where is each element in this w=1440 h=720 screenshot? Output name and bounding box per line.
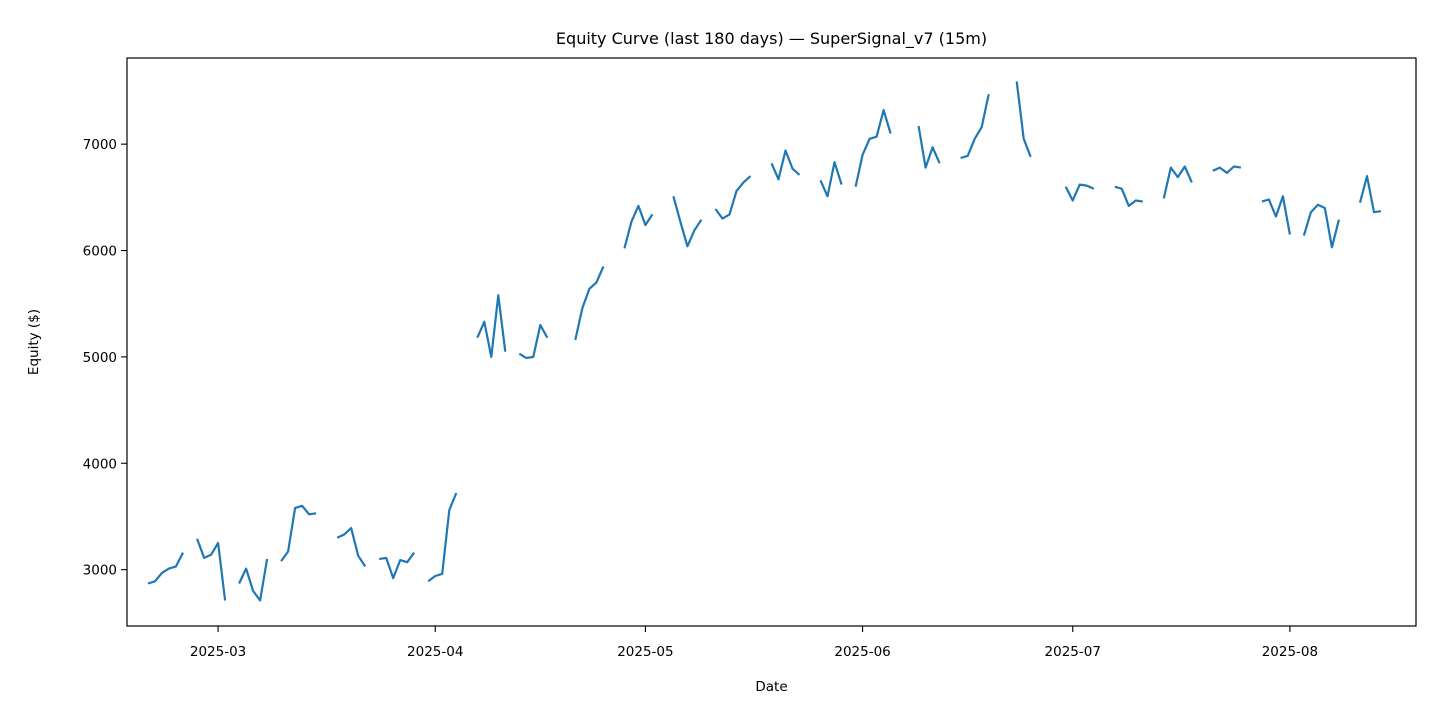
equity-line-segment-22 — [1212, 165, 1242, 174]
equity-line-segment-0 — [147, 552, 184, 585]
equity-line-segment-18 — [1015, 81, 1032, 158]
equity-line-segment-3 — [280, 504, 317, 562]
equity-line-segment-12 — [714, 175, 752, 220]
y-tick-label: 3000 — [83, 563, 117, 579]
equity-line-segment-1 — [196, 538, 227, 601]
y-tick-label: 6000 — [83, 244, 117, 260]
x-tick-label: 2025-08 — [1262, 644, 1318, 660]
x-tick-label: 2025-04 — [407, 644, 463, 660]
equity-line-segment-10 — [623, 204, 654, 249]
plot-frame — [126, 57, 1417, 627]
x-tick-label: 2025-03 — [190, 644, 246, 660]
y-tick-label: 4000 — [83, 456, 117, 472]
x-tick-label: 2025-07 — [1045, 644, 1101, 660]
x-axis: 2025-03 2025-04 2025-05 2025-06 2025-07 2025-… — [190, 626, 1318, 660]
equity-line-segment-7 — [476, 294, 507, 358]
equity-line-segment-5 — [379, 551, 416, 580]
equity-line-segment-8 — [518, 323, 549, 360]
x-tick-label: 2025-06 — [834, 644, 890, 660]
x-axis-label: Date — [755, 679, 787, 695]
equity-line-segment-2 — [238, 558, 269, 602]
equity-line-segment-20 — [1114, 185, 1143, 207]
equity-line-segment-9 — [574, 266, 605, 341]
equity-line-segment-19 — [1064, 183, 1095, 202]
equity-line-segment-6 — [427, 492, 458, 583]
equity-line-segment-13 — [770, 149, 801, 181]
equity-line-segment-25 — [1358, 175, 1382, 214]
y-axis-label: Equity ($) — [26, 309, 42, 375]
equity-line-segment-14 — [819, 161, 843, 198]
equity-line-segment-21 — [1162, 165, 1193, 199]
equity-line-segment-4 — [336, 526, 367, 568]
equity-line-segment-24 — [1302, 203, 1340, 249]
equity-line-segment-15 — [854, 108, 892, 187]
x-tick-label: 2025-05 — [617, 644, 673, 660]
y-tick-label: 7000 — [83, 137, 117, 153]
chart-title: Equity Curve (last 180 days) — SuperSign… — [556, 29, 987, 49]
equity-line-segment-17 — [960, 93, 990, 160]
equity-line-segment-23 — [1261, 195, 1291, 235]
y-axis: 3000 4000 5000 6000 7000 — [83, 137, 127, 579]
equity-line-segment-11 — [672, 196, 703, 248]
plot-area — [147, 81, 1382, 602]
y-tick-label: 5000 — [83, 350, 117, 366]
equity-line-segment-16 — [917, 125, 941, 169]
